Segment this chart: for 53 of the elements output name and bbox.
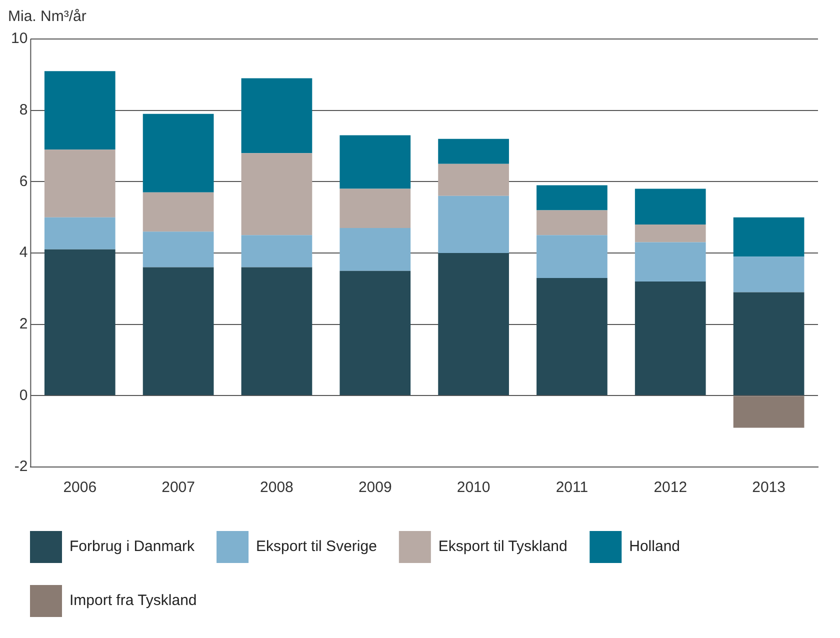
x-tick-label: 2009	[358, 479, 392, 496]
bar	[733, 292, 804, 396]
bar	[438, 196, 509, 253]
legend-label: Holland	[629, 538, 680, 556]
y-tick-label: 8	[19, 101, 28, 118]
bar	[438, 138, 509, 164]
bar	[536, 210, 608, 236]
bar	[142, 114, 214, 192]
bar	[634, 188, 706, 224]
legend-label: Eksport til Tyskland	[438, 538, 568, 556]
bar	[536, 235, 608, 278]
bar	[536, 278, 608, 396]
bar	[340, 270, 411, 396]
x-tick-label: 2008	[260, 479, 294, 496]
bar	[142, 192, 214, 232]
bar	[340, 228, 411, 271]
x-tick-label: 2012	[654, 479, 688, 496]
bar	[733, 396, 804, 428]
legend-label: Eksport til Sverige	[256, 538, 377, 556]
bar	[340, 188, 411, 228]
bar	[340, 135, 411, 189]
bar	[142, 267, 214, 396]
bar	[634, 282, 706, 396]
x-tick-label: 2006	[63, 479, 97, 496]
bar	[44, 150, 116, 218]
x-tick-label: 2007	[162, 479, 195, 496]
y-tick-label: 0	[19, 386, 28, 404]
y-tick-label: -2	[14, 458, 28, 476]
bar	[44, 217, 116, 250]
y-tick-label: 2	[19, 315, 28, 332]
bar	[634, 242, 706, 282]
y-tick-label: 6	[19, 172, 28, 190]
bar	[44, 71, 116, 150]
legend-label: Forbrug i Danmark	[70, 538, 196, 556]
bar	[438, 164, 509, 196]
bar	[241, 235, 312, 268]
x-tick-label: 2013	[752, 479, 786, 496]
legend-label: Import fra Tyskland	[70, 592, 197, 610]
y-tick-label: 4	[19, 244, 28, 262]
bar	[634, 224, 706, 242]
bar	[44, 249, 116, 396]
bar	[733, 217, 804, 257]
y-axis-title: Mia. Nm³/år	[8, 8, 88, 25]
x-tick-label: 2011	[556, 479, 588, 496]
bar	[241, 78, 312, 154]
bar	[142, 232, 214, 268]
y-tick-label: 10	[10, 30, 28, 48]
x-tick-label: 2010	[456, 479, 490, 496]
bar	[536, 185, 608, 210]
bar	[241, 267, 312, 396]
bar	[733, 256, 804, 292]
bar	[241, 153, 312, 236]
bar	[438, 253, 509, 396]
